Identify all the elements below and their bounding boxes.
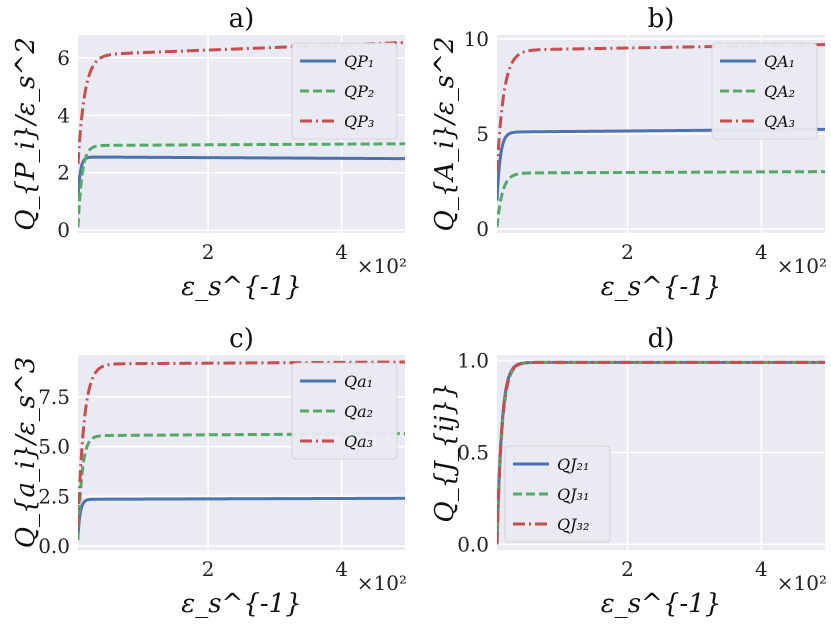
- y-axis-label: Q_{A_i}/ε_s^2: [430, 37, 460, 232]
- x-axis-label: ε_s^{-1}: [601, 272, 722, 302]
- y-tick-label: 0.0: [38, 534, 70, 558]
- legend-box: [504, 445, 611, 543]
- y-tick-label: 5.0: [38, 435, 70, 459]
- x-tick-label: 2: [621, 557, 634, 581]
- legend-label: QA₃: [764, 112, 795, 131]
- legend-label: QP₃: [344, 112, 374, 131]
- legend: QJ₂₁ QJ₃₁ QJ₃₂: [504, 445, 611, 543]
- y-axis-label: Q_{J_{ij}}: [430, 382, 460, 522]
- y-axis-label: Q_{P_i}/ε_s^2: [11, 37, 41, 231]
- x-axis-multiplier: ×10²: [357, 254, 407, 278]
- series-line: [78, 432, 405, 541]
- x-axis-label: ε_s^{-1}: [601, 589, 722, 619]
- x-tick-label: 2: [202, 240, 215, 264]
- legend-label: Qa₁: [344, 372, 373, 391]
- legend: Qa₁ Qa₂ Qa₃: [291, 362, 398, 460]
- x-axis-multiplier: ×10²: [357, 571, 407, 595]
- y-tick-label: 1.0: [457, 349, 489, 373]
- x-tick-label: 4: [755, 557, 768, 581]
- y-tick-label: 2.5: [38, 484, 70, 508]
- chart-title: b): [648, 4, 675, 34]
- x-tick-label: 4: [335, 557, 348, 581]
- chart-title: a): [229, 4, 255, 34]
- y-tick-label: 2: [57, 161, 70, 185]
- legend-box: [291, 42, 398, 140]
- chart-title: c): [229, 324, 254, 354]
- series-line: [78, 360, 405, 527]
- x-axis-label: ε_s^{-1}: [181, 272, 302, 302]
- series-line: [78, 155, 405, 199]
- y-tick-label: 0.5: [457, 441, 489, 465]
- x-tick-label: 4: [335, 240, 348, 264]
- x-tick-label: 2: [202, 557, 215, 581]
- y-tick-label: 4: [57, 103, 70, 127]
- y-tick-label: 0: [57, 218, 70, 242]
- legend-box: [291, 362, 398, 460]
- x-axis-label: ε_s^{-1}: [181, 589, 302, 619]
- y-tick-label: 7.5: [38, 385, 70, 409]
- legend-label: QA₂: [764, 82, 795, 101]
- series-line: [497, 360, 825, 545]
- legend-label: QP₂: [344, 82, 374, 101]
- y-axis-label: Q_{a_i}/ε_s^3: [11, 357, 41, 549]
- y-tick-label: 0.0: [457, 532, 489, 556]
- legend-label: Qa₃: [344, 432, 373, 451]
- chart-title: d): [648, 324, 675, 354]
- series-line: [497, 360, 825, 545]
- x-tick-label: 2: [621, 240, 634, 264]
- x-tick-label: 4: [755, 240, 768, 264]
- x-axis-multiplier: ×10²: [777, 254, 827, 278]
- legend-label: QA₁: [764, 52, 795, 71]
- legend-label: QJ₃₂: [557, 515, 589, 534]
- legend-label: QJ₃₁: [557, 485, 589, 504]
- chart-panel-3: 2 4 0.0 2.5 5.0 7.5 ×10² c) ε_s^{-1} Q_{a_i}/ε_s^…: [11, 324, 407, 619]
- y-tick-label: 0: [476, 217, 489, 241]
- legend-label: QP₁: [344, 52, 374, 71]
- series-line: [78, 142, 405, 228]
- x-axis-multiplier: ×10²: [777, 571, 827, 595]
- series-line: [497, 170, 825, 228]
- legend: QP₁ QP₂ QP₃: [291, 42, 398, 140]
- series-line: [497, 43, 825, 173]
- legend-label: Qa₂: [344, 402, 373, 421]
- legend-box: [711, 42, 818, 140]
- y-tick-label: 6: [57, 46, 70, 70]
- legend-label: QJ₂₁: [557, 455, 589, 474]
- y-tick-label: 10: [464, 27, 489, 51]
- series-line: [78, 496, 405, 537]
- y-tick-label: 5: [476, 122, 489, 146]
- legend: QA₁ QA₂ QA₃: [711, 42, 818, 140]
